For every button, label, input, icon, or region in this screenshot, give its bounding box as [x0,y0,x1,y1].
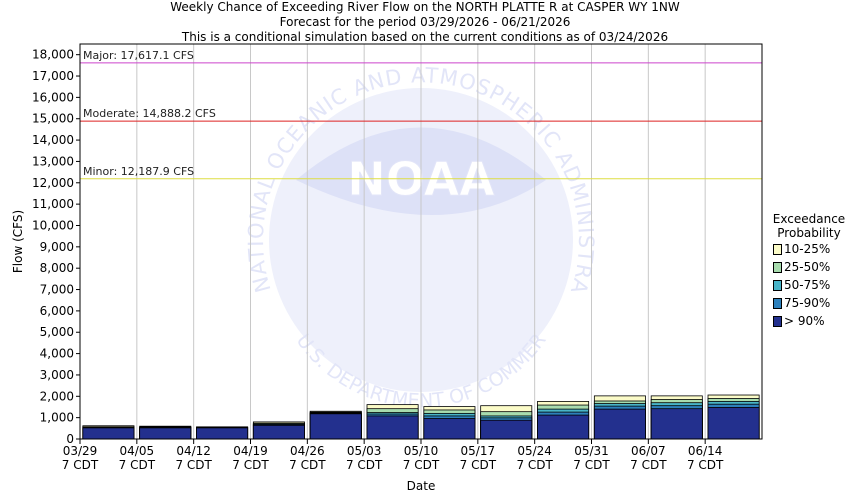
x-tick-label-time: 7 CDT [346,458,383,472]
bar-segment [537,414,590,440]
y-axis-label: Flow (CFS) [11,210,25,273]
x-tick-label-date: 04/26 [290,444,325,458]
y-tick-label: 2,000 [40,389,74,403]
x-tick-label-time: 7 CDT [175,458,212,472]
legend-swatch [773,298,782,309]
x-tick-label-date: 05/31 [574,444,609,458]
x-tick-label-time: 7 CDT [232,458,269,472]
x-tick-label-time: 7 CDT [460,458,497,472]
bar-segment [252,424,305,440]
legend-swatch [773,244,782,255]
x-tick-label-date: 03/29 [63,444,98,458]
chart-subtitle-conditions: This is a conditional simulation based o… [181,30,669,44]
y-tick-label: 16,000 [32,90,74,104]
x-tick-label-time: 7 CDT [516,458,553,472]
x-tick-label-date: 04/19 [233,444,268,458]
legend-item: 25-50% [770,258,848,276]
legend-title-line1: Exceedance [772,212,846,226]
x-tick-label-date: 06/07 [631,444,666,458]
legend-title-line2: Probability [777,226,841,240]
x-tick-label-time: 7 CDT [62,458,99,472]
x-tick-label-time: 7 CDT [403,458,440,472]
x-tick-label-date: 06/14 [688,444,723,458]
legend-label: 50-75% [784,278,831,292]
legend-label: 25-50% [784,260,831,274]
y-tick-label: 13,000 [32,154,74,168]
y-tick-label: 15,000 [32,112,74,126]
x-tick-label-time: 7 CDT [119,458,156,472]
bar-stacks [82,394,760,440]
y-tick-label: 18,000 [32,48,74,62]
x-tick-label-date: 05/03 [347,444,382,458]
y-tick-label: 9,000 [40,240,74,254]
legend: Exceedance Probability 10-25% 25-50% 50-75… [770,212,848,330]
legend-item: > 90% [770,312,848,330]
legend-item: 75-90% [770,294,848,312]
y-tick-label: 3,000 [40,368,74,382]
bar-segment [309,413,362,440]
threshold-label: Moderate: 14,888.2 CFS [83,107,216,120]
x-tick-label-date: 04/05 [120,444,155,458]
bar-segment [650,408,703,440]
legend-swatch [773,262,782,273]
bar-segment [82,427,135,440]
x-tick-label-date: 04/12 [176,444,211,458]
threshold-label: Major: 17,617.1 CFS [83,49,194,62]
legend-swatch [773,316,782,327]
legend-item: 50-75% [770,276,848,294]
y-tick-label: 6,000 [40,304,74,318]
legend-label: 10-25% [784,242,831,256]
legend-item: 10-25% [770,240,848,258]
y-tick-label: 4,000 [40,347,74,361]
y-tick-label: 12,000 [32,176,74,190]
y-tick-label: 8,000 [40,261,74,275]
bar-segment [480,419,533,440]
x-tick-label-date: 05/10 [404,444,439,458]
chart-title: Weekly Chance of Exceeding River Flow on… [170,0,680,14]
x-tick-label-time: 7 CDT [630,458,667,472]
legend-label: > 90% [784,314,825,328]
y-tick-label: 7,000 [40,283,74,297]
x-tick-label-date: 05/24 [517,444,552,458]
flood-thresholds: Major: 17,617.1 CFS Moderate: 14,888.2 CF… [80,49,762,180]
y-tick-label: 14,000 [32,133,74,147]
bar-segment [707,406,760,440]
y-tick-label: 17,000 [32,69,74,83]
y-tick-label: 5,000 [40,325,74,339]
x-tick-label-time: 7 CDT [573,458,610,472]
bar-segment [593,408,646,440]
y-tick-label: 11,000 [32,197,74,211]
bar-segment [366,415,419,440]
bar-segment [423,418,476,440]
y-tick-label: 1,000 [40,411,74,425]
x-tick-label-time: 7 CDT [687,458,724,472]
x-axis-label: Date [407,479,436,493]
chart-subtitle-period: Forecast for the period 03/29/2026 - 06/… [279,15,571,29]
threshold-label: Minor: 12,187.9 CFS [83,165,194,178]
axes: 0 1,000 2,000 3,000 4,000 5,000 6,000 7,000 8,00… [11,43,763,493]
bar-segment [196,427,249,440]
vertical-grid [136,44,706,439]
bar-segment [139,427,192,440]
x-tick-label-date: 05/17 [461,444,496,458]
y-tick-label: 0 [66,432,74,446]
legend-label: 75-90% [784,296,831,310]
legend-swatch [773,280,782,291]
x-tick-label-time: 7 CDT [289,458,326,472]
y-tick-label: 10,000 [32,218,74,232]
